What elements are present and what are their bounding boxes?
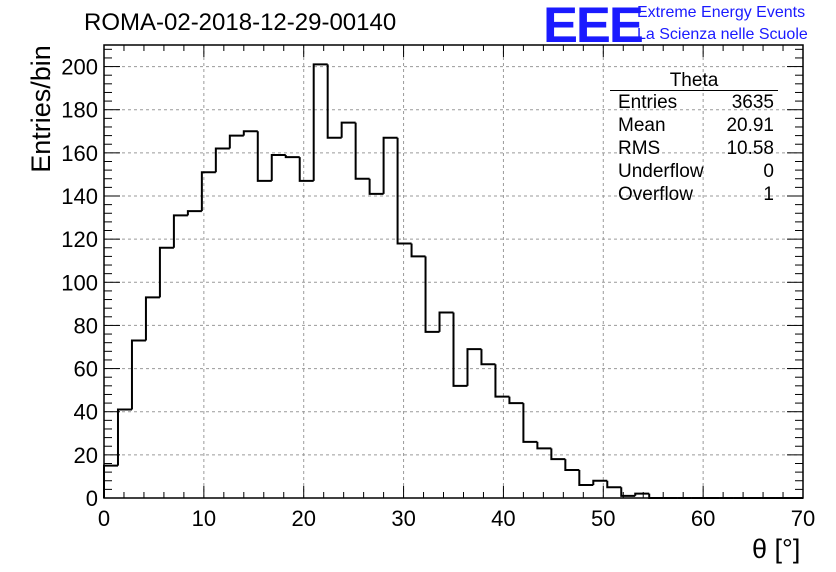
histogram-bin — [256, 131, 272, 182]
histogram-bin — [634, 492, 650, 496]
y-tick-label: 140 — [61, 184, 98, 209]
histogram-bin — [340, 121, 356, 138]
stats-row: Entries 3635 — [610, 91, 778, 114]
histogram-bin — [438, 311, 454, 332]
stats-value: 0 — [763, 161, 774, 182]
histogram-bin — [536, 441, 552, 450]
stats-row: RMS 10.58 — [610, 137, 778, 160]
histogram-bin — [424, 256, 440, 333]
x-tick-label: 20 — [291, 506, 315, 531]
y-tick-label: 40 — [74, 400, 98, 425]
y-tick-label: 80 — [74, 313, 98, 338]
histogram-bin — [312, 63, 328, 181]
histogram-bin — [270, 154, 286, 181]
histogram-bin — [284, 155, 300, 159]
y-tick-label: 160 — [61, 141, 98, 166]
x-tick-label: 60 — [691, 506, 715, 531]
histogram-bin — [592, 479, 608, 486]
logo-line-2: La Scienza nelle Scuole — [637, 26, 808, 43]
y-tick-label: 60 — [74, 357, 98, 382]
x-tick-label: 10 — [192, 506, 216, 531]
histogram-bin — [368, 178, 384, 195]
histogram-bin — [564, 459, 580, 471]
x-tick-label: 40 — [491, 506, 515, 531]
stats-row: Mean 20.91 — [610, 114, 778, 137]
stats-label: Overflow — [618, 184, 693, 205]
histogram-bin — [396, 137, 412, 245]
histogram-bin — [214, 147, 230, 173]
stats-box: Theta Entries 3635 Mean 20.91 RMS 10.58 Underf… — [610, 71, 778, 206]
histogram-bin — [130, 339, 146, 410]
histogram-bin — [648, 493, 664, 499]
x-tick-label: 50 — [591, 506, 615, 531]
histogram-bin — [158, 246, 174, 298]
y-tick-label: 20 — [74, 443, 98, 468]
y-tick-label: 200 — [61, 55, 98, 80]
histogram-bin — [354, 122, 370, 180]
histogram-bin — [508, 396, 524, 405]
stats-label: RMS — [618, 138, 661, 159]
histogram-bin — [606, 480, 622, 489]
y-tick-label: 180 — [61, 98, 98, 123]
stats-value: 3635 — [731, 92, 774, 113]
stats-rows: Entries 3635 Mean 20.91 RMS 10.58 Underflow 0 Ov… — [610, 91, 778, 206]
histogram-bin — [620, 487, 636, 497]
y-tick-label: 0 — [86, 486, 98, 511]
histogram-bin — [186, 210, 202, 216]
logo-line-1: Extreme Energy Events — [637, 4, 806, 21]
stats-title: Theta — [610, 71, 778, 91]
chart-title: ROMA-02-2018-12-29-00140 — [84, 9, 397, 36]
x-tick-label: 30 — [391, 506, 415, 531]
histogram-bin — [116, 408, 132, 466]
histogram-bin — [242, 130, 258, 136]
histogram-bin — [494, 364, 510, 398]
histogram-bin — [382, 136, 398, 194]
x-tick-label: 0 — [98, 506, 110, 531]
histogram-bin — [452, 312, 468, 387]
histogram-bin — [410, 243, 426, 258]
stats-value: 20.91 — [726, 115, 774, 136]
stats-value: 1 — [763, 184, 774, 205]
y-tick-label: 120 — [61, 227, 98, 252]
stats-row: Overflow 1 — [610, 183, 778, 206]
histogram-bin — [550, 448, 566, 461]
x-tick-label: 70 — [791, 506, 815, 531]
eee-logo: EEE — [543, 0, 644, 53]
histogram-bin — [578, 469, 594, 487]
histogram-bin — [144, 296, 160, 341]
histogram-bin — [326, 64, 342, 139]
histogram-bin — [298, 157, 314, 182]
histogram-bin — [466, 348, 482, 386]
stats-label: Entries — [618, 92, 678, 113]
stats-label: Underflow — [618, 161, 704, 182]
histogram-bin — [200, 171, 216, 212]
histogram-bin — [172, 214, 188, 248]
x-axis-label: θ [°] — [752, 534, 801, 564]
stats-row: Underflow 0 — [610, 160, 778, 183]
plot-frame — [103, 44, 804, 499]
histogram-bin — [228, 134, 244, 149]
stats-label: Mean — [618, 115, 666, 136]
histogram-bin — [522, 403, 538, 443]
stats-value: 10.58 — [726, 138, 774, 159]
histogram-bin — [103, 464, 118, 498]
y-tick-label: 100 — [61, 270, 98, 295]
histogram-bin — [480, 349, 496, 366]
